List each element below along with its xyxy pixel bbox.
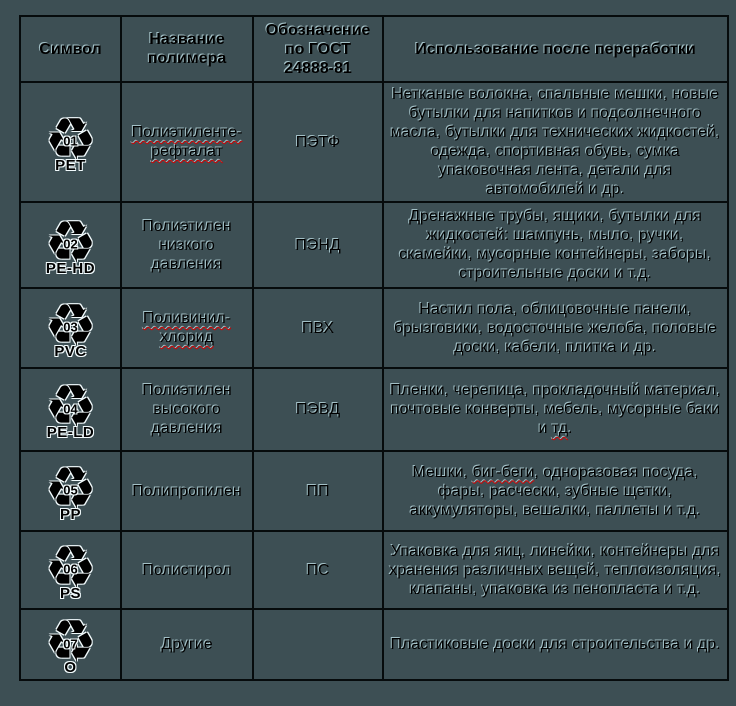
table-row: ♻ 01 PET Полиэтиленте- рефталат ПЭТФ Нетк…: [19, 81, 729, 203]
usage-text: Настил пола, облицовочные панели, брызго…: [394, 300, 717, 356]
usage-text: тд: [551, 420, 569, 437]
table-row: ♻ 03 PVC Поливинил- хлорид ПВХ Настил пол…: [19, 287, 729, 369]
recycling-icon: ♻ 06: [45, 538, 97, 596]
table-row: ♻ 07 O Другие Пластиковые доски для строи…: [19, 608, 729, 681]
usage-text: Нетканые волокна, спальные мешки, новые …: [390, 86, 721, 198]
usage-cell: Пластиковые доски для строительства и др…: [382, 608, 729, 681]
header-polymer-name: Название полимера: [120, 15, 254, 83]
symbol-cell: ♻ 05 PP: [19, 450, 122, 532]
usage-cell: Дренажные трубы, ящики, бутылки для жидк…: [382, 201, 729, 289]
recycle-arrows-glyph: ♻: [44, 607, 97, 675]
polymer-name: Полипропилен: [132, 482, 242, 500]
usage-cell: Упаковка для яиц, линейки, контейнеры дл…: [382, 530, 729, 610]
usage-cell: Настил пола, облицовочные панели, брызго…: [382, 287, 729, 369]
gost-cell: ПВХ: [252, 287, 384, 369]
polymer-name: Полиэтиленте- рефталат: [131, 124, 243, 160]
recycling-code-number: 01: [63, 133, 78, 149]
recycling-icon: ♻ 03: [45, 296, 97, 354]
symbol-cell: ♻ 03 PVC: [19, 287, 122, 369]
polymer-name: Поливинил- хлорид: [142, 310, 232, 346]
header-usage: Использование после переработки: [382, 15, 729, 83]
usage-text: Упаковка для яиц, линейки, контейнеры дл…: [389, 542, 722, 598]
usage-cell: Пленки, черепица, прокладочный материал,…: [382, 367, 729, 452]
header-row: Символ Название полимера Обозначение по …: [19, 15, 729, 83]
usage-text: Пластиковые доски для строительства и др…: [390, 636, 721, 653]
recycling-icon: ♻ 02: [45, 213, 97, 271]
polymer-name: Полиэтилен низкого давления: [142, 217, 232, 273]
header-symbol: Символ: [19, 15, 122, 83]
polymer-name-cell: Полиэтилен высокого давления: [120, 367, 254, 452]
recycle-arrows-glyph: ♻: [44, 532, 97, 601]
gost-cell: ПП: [252, 450, 384, 532]
recycling-code-number: 04: [63, 401, 78, 417]
symbol-abbreviation: PP: [59, 505, 81, 523]
recycling-icon: ♻ 04: [45, 377, 97, 435]
usage-text: Пленки, черепица, прокладочный материал,…: [390, 382, 721, 437]
recycling-code-number: 05: [63, 482, 78, 498]
table-row: ♻ 06 PS Полистирол ПС Упаковка для яиц, л…: [19, 530, 729, 610]
recycling-code-number: 03: [63, 319, 78, 335]
gost-cell: ПЭНД: [252, 201, 384, 289]
symbol-cell: ♻ 04 PE-LD: [19, 367, 122, 452]
polymer-name: Другие: [161, 636, 213, 653]
polymer-name-cell: Полистирол: [120, 530, 254, 610]
symbol-abbreviation: PVC: [54, 342, 87, 360]
polymer-name-cell: Другие: [120, 608, 254, 681]
symbol-abbreviation: PE-HD: [45, 259, 96, 277]
polymer-name: Полиэтилен высокого давления: [142, 382, 232, 437]
polymer-name-cell: Поливинил- хлорид: [120, 287, 254, 369]
usage-text: Мешки,: [412, 463, 473, 481]
polymer-name: Полистирол: [142, 561, 232, 579]
recycle-arrows-glyph: ♻: [44, 290, 97, 359]
recycling-code-number: 06: [63, 561, 78, 577]
usage-text: , одноразовая посуда, фары, расчески, зу…: [409, 463, 702, 519]
symbol-cell: ♻ 07 O: [19, 608, 122, 681]
gost-cell: [252, 608, 384, 681]
gost-cell: ПЭТФ: [252, 81, 384, 203]
usage-text: биг-беги: [472, 463, 535, 481]
symbol-cell: ♻ 01 PET: [19, 81, 122, 203]
recycling-code-number: 07: [63, 636, 78, 652]
recycling-code-number: 02: [63, 236, 78, 252]
gost-cell: ПС: [252, 530, 384, 610]
symbol-abbreviation: O: [64, 659, 77, 676]
recycling-icon: ♻ 01: [45, 110, 97, 168]
polymer-name-cell: Полипропилен: [120, 450, 254, 532]
symbol-cell: ♻ 06 PS: [19, 530, 122, 610]
recycle-arrows-glyph: ♻: [44, 372, 97, 440]
table-row: ♻ 02 PE-HD Полиэтилен низкого давления ПЭ…: [19, 201, 729, 289]
symbol-cell: ♻ 02 PE-HD: [19, 201, 122, 289]
symbol-abbreviation: PET: [55, 156, 86, 174]
recycling-icon: ♻ 05: [45, 459, 97, 517]
table-row: ♻ 04 PE-LD Полиэтилен высокого давления П…: [19, 367, 729, 452]
usage-text: Дренажные трубы, ящики, бутылки для жидк…: [399, 208, 712, 282]
table-body: ♻ 01 PET Полиэтиленте- рефталат ПЭТФ Нетк…: [19, 81, 729, 681]
header-gost-designation: Обозначение по ГОСТ 24888-81: [252, 15, 384, 83]
gost-cell: ПЭВД: [252, 367, 384, 452]
recycle-arrows-glyph: ♻: [44, 453, 97, 522]
polymer-name-cell: Полиэтиленте- рефталат: [120, 81, 254, 203]
symbol-abbreviation: PE-LD: [46, 424, 95, 441]
recycle-arrows-glyph: ♻: [44, 207, 97, 276]
usage-cell: Нетканые волокна, спальные мешки, новые …: [382, 81, 729, 203]
symbol-abbreviation: PS: [59, 584, 81, 602]
table-row: ♻ 05 PP Полипропилен ПП Мешки, биг-беги, …: [19, 450, 729, 532]
recycling-icon: ♻ 07: [45, 612, 97, 670]
usage-text: .: [568, 420, 573, 437]
polymer-name-cell: Полиэтилен низкого давления: [120, 201, 254, 289]
recycling-codes-table: Символ Название полимера Обозначение по …: [19, 15, 729, 681]
recycle-arrows-glyph: ♻: [44, 104, 97, 173]
usage-cell: Мешки, биг-беги, одноразовая посуда, фар…: [382, 450, 729, 532]
